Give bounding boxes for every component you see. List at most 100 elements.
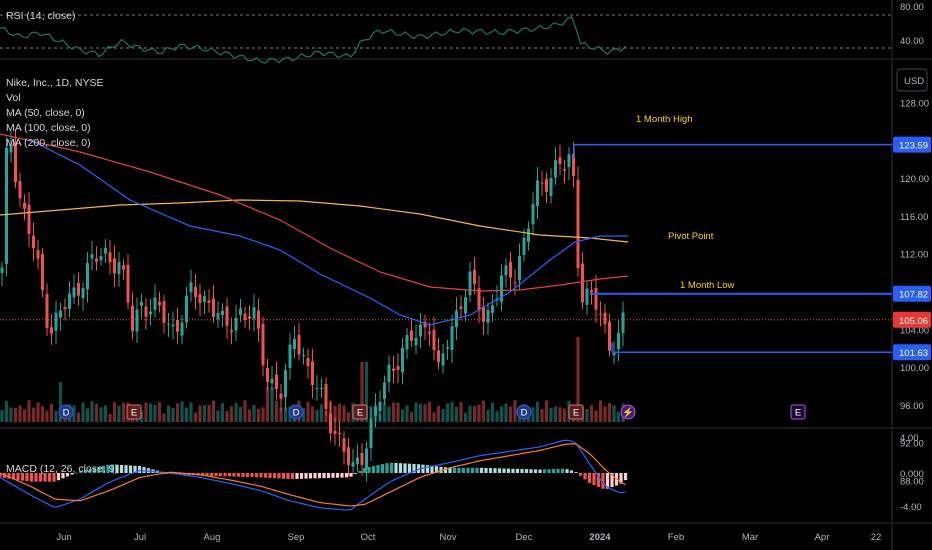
earnings-marker[interactable] (568, 404, 584, 420)
candle (459, 306, 463, 309)
volume-bar (387, 406, 391, 422)
event-marker-label: D (63, 408, 70, 419)
macd-hist-bar (479, 467, 484, 473)
macd-hist-bar (430, 465, 434, 473)
pivot-point-annotation: Pivot Point (668, 231, 714, 242)
macd-hist-bar (65, 473, 70, 477)
candle (446, 347, 449, 349)
volume-bar (13, 407, 18, 422)
volume-bar (265, 387, 270, 422)
macd-hist-bar (457, 467, 461, 473)
earnings-marker[interactable] (352, 404, 368, 420)
candle (441, 353, 445, 366)
macd-hist-bar (259, 473, 263, 478)
macd-hist-bar (353, 473, 358, 474)
volume-bar (342, 405, 346, 422)
volume-bar (450, 401, 454, 422)
macd-hist-bar (601, 473, 605, 489)
volume-label: Vol (6, 92, 21, 104)
price-tick: 116.00 (900, 212, 928, 223)
macd-hist-bar (142, 467, 146, 473)
rsi-tick-80: 80.00 (900, 2, 924, 13)
macd-hist-bar (371, 466, 376, 473)
candle (18, 181, 22, 199)
macd-hist-bar (385, 463, 389, 473)
currency-button[interactable] (896, 68, 928, 92)
macd-hist-bar (443, 467, 448, 473)
candle (198, 294, 202, 303)
candle (162, 301, 166, 323)
macd-hist-bar (299, 473, 304, 479)
month-high-annotation: 1 Month High (636, 114, 693, 125)
macd-hist-bar (358, 470, 362, 473)
volume-bar (256, 408, 261, 422)
macd-hist-bar (106, 464, 110, 473)
volume-bar (144, 402, 148, 422)
volume-bar (463, 412, 468, 422)
volume-bar (472, 406, 477, 422)
macd-hist-bar (124, 465, 128, 473)
volume-bar (108, 414, 112, 422)
candle (338, 432, 341, 434)
volume-bar (27, 400, 31, 422)
volume-bar (612, 405, 616, 422)
volume-bar (544, 400, 549, 422)
macd-hist-bar (331, 473, 335, 478)
future-earnings-marker[interactable] (790, 404, 806, 420)
rsi-tick-40: 40.00 (900, 36, 924, 47)
dividend-marker[interactable] (516, 404, 532, 420)
time-tick: Sep (288, 532, 305, 543)
pivot-price-label: 107.82 (899, 290, 928, 301)
candle (135, 309, 139, 332)
macd-hist-bar (556, 468, 560, 473)
candle (167, 323, 170, 325)
macd-hist-bar (470, 467, 475, 473)
candle (333, 430, 337, 435)
macd-hist-bar (200, 473, 205, 476)
macd-hist-bar (421, 464, 425, 473)
macd-hist-bar (619, 473, 623, 484)
macd-label: MACD (12, 26, close, 9) (6, 463, 118, 475)
macd-hist-bar (434, 466, 439, 473)
volume-bar (486, 409, 490, 422)
macd-hist-bar (344, 473, 349, 478)
macd-hist-bar (394, 462, 398, 473)
volume-bar (364, 362, 369, 422)
candle (131, 305, 134, 332)
macd-hist-bar (389, 462, 394, 473)
macd-hist-bar (101, 465, 106, 473)
price-tick: 112.00 (900, 250, 928, 261)
dividend-marker[interactable] (58, 404, 74, 420)
volume-bar (171, 408, 175, 422)
volume-bar (81, 402, 85, 422)
volume-bar (76, 412, 81, 422)
candle (140, 301, 143, 306)
candle (563, 168, 566, 171)
macd-line (0, 439, 626, 511)
candle (252, 307, 256, 319)
volume-bar (616, 412, 621, 422)
macd-hist-bar (439, 466, 443, 473)
volume-bar (441, 408, 445, 422)
volume-bar (382, 402, 387, 422)
dividend-marker[interactable] (288, 404, 304, 420)
macd-hist-bar (335, 473, 340, 478)
macd-hist-bar (569, 470, 574, 473)
volume-bar (49, 403, 54, 422)
macd-hist-bar (326, 473, 331, 478)
volume-bar (513, 400, 517, 422)
candle (536, 180, 539, 206)
macd-hist-bar (565, 469, 569, 473)
time-tick: Jul (134, 532, 146, 543)
volume-bar (175, 403, 180, 422)
candle (401, 347, 404, 373)
candle (594, 287, 598, 310)
split-marker[interactable] (620, 404, 636, 420)
volume-bar (270, 387, 274, 422)
volume-bar (261, 407, 265, 422)
candle (90, 254, 94, 259)
macd-hist-bar (529, 469, 533, 473)
earnings-marker[interactable] (126, 404, 142, 420)
